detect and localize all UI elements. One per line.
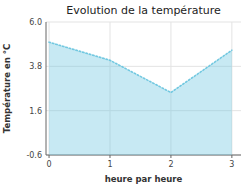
y-tick-label: -0.6 [26,151,42,160]
line [49,42,232,92]
x-tick-label: 0 [47,160,52,169]
chart: -0.6 1.6 3.8 6.0 0 1 2 3 Evolution de la tempéra… [0,0,250,188]
area [49,42,232,155]
x-tick-label: 1 [107,160,112,169]
y-axis-line [46,22,47,155]
plot-area [49,42,232,155]
x-axis-label: heure par heure [105,174,183,184]
y-tick-label: 3.8 [29,62,42,71]
y-grid-line [46,22,241,23]
title: Evolution de la température [66,4,221,17]
axes: -0.6 1.6 3.8 6.0 0 1 2 3 [26,18,241,169]
grid [46,22,241,155]
y-tick-label: 1.6 [29,107,42,116]
x-tick-label: 2 [168,160,173,169]
y-tick-label: 6.0 [29,18,42,27]
x-tick-label: 3 [229,160,234,169]
y-axis-label: Température en °C [2,44,12,133]
